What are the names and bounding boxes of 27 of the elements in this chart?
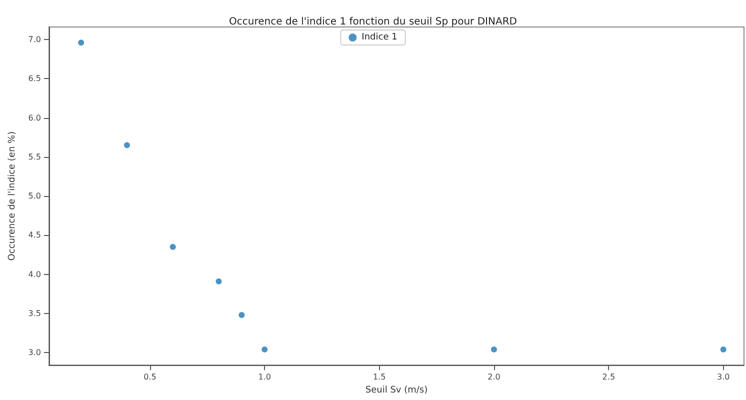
x-tick-label: 2.5 xyxy=(602,372,616,382)
y-tick-label: 7.0 xyxy=(28,35,41,44)
y-tick-label: 6.5 xyxy=(28,74,41,84)
point xyxy=(216,278,222,284)
y-tick-label: 5.0 xyxy=(28,192,41,201)
point xyxy=(490,346,497,352)
point xyxy=(262,346,268,352)
x-tick-label: 3.0 xyxy=(716,372,730,382)
point xyxy=(78,40,84,46)
y-tick-label: 4.0 xyxy=(28,270,41,279)
y-tick-label: 3.0 xyxy=(28,348,41,358)
point xyxy=(238,312,245,318)
x-axis-title: Seuil Sv (m/s) xyxy=(365,386,428,396)
x-tick-label: 2.0 xyxy=(488,372,500,382)
chart-title: Occurence de l'indice 1 fonction du seuil Sp pour DINARD xyxy=(229,16,518,28)
point xyxy=(720,346,726,352)
y-tick-label: 4.5 xyxy=(28,230,41,240)
point xyxy=(170,244,176,250)
x-tick-label: 1.5 xyxy=(372,372,386,382)
y-tick-label: 3.5 xyxy=(28,308,41,318)
point xyxy=(124,142,130,148)
y-tick-label: 5.5 xyxy=(28,152,41,162)
y-tick-label: 6.0 xyxy=(28,113,41,122)
x-tick-label: 1.0 xyxy=(258,372,271,382)
legend-label: Indice 1 xyxy=(362,32,398,42)
y-axis-title: Occurence de l'indice (en %) xyxy=(8,131,18,261)
x-tick-label: 0.5 xyxy=(144,372,156,382)
